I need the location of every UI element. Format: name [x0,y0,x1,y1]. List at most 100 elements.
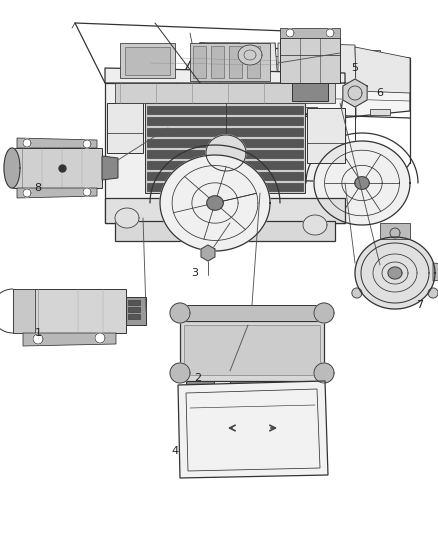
Polygon shape [83,140,91,148]
Polygon shape [180,305,324,321]
Polygon shape [352,288,362,298]
Polygon shape [230,381,258,401]
Polygon shape [4,148,20,188]
Text: 3: 3 [191,268,198,278]
Bar [190,384,195,399]
Bar [193,46,206,78]
Polygon shape [390,228,400,238]
Bar [190,43,270,81]
Bar [147,117,303,125]
Polygon shape [303,215,327,235]
Bar [247,46,260,78]
Bar [128,300,140,305]
Bar [105,198,345,223]
Polygon shape [102,156,118,180]
Bar [295,107,317,113]
Polygon shape [428,288,438,298]
Bar [147,139,303,147]
Bar [128,307,140,312]
Bar [204,384,209,399]
Text: 4: 4 [171,446,179,456]
Bar [285,43,330,78]
Polygon shape [178,381,328,478]
Polygon shape [180,321,324,381]
Bar [115,83,335,103]
Polygon shape [105,68,345,83]
Polygon shape [83,188,91,196]
Bar [120,43,175,78]
Polygon shape [23,189,31,197]
Text: 6: 6 [377,88,384,98]
Bar [248,384,253,399]
Polygon shape [355,47,410,93]
Bar [285,50,380,78]
Bar [147,106,303,114]
Polygon shape [95,333,105,343]
Polygon shape [343,79,367,107]
Text: 7: 7 [417,300,424,310]
Bar [290,47,325,75]
Polygon shape [388,267,402,279]
Polygon shape [186,381,214,401]
Polygon shape [326,29,334,37]
Polygon shape [348,86,362,100]
Polygon shape [23,333,116,346]
Bar [278,384,283,399]
Bar [285,384,290,399]
Polygon shape [170,363,190,383]
Polygon shape [278,43,356,83]
Bar [229,46,242,78]
Polygon shape [286,29,294,37]
Polygon shape [33,334,43,344]
Bar [128,314,140,319]
Polygon shape [355,237,435,309]
Polygon shape [314,141,410,225]
Bar [147,161,303,169]
Polygon shape [292,83,328,101]
Bar [211,46,224,78]
Text: 5: 5 [352,63,358,73]
Polygon shape [168,43,410,118]
Polygon shape [126,297,146,325]
Bar [125,47,170,75]
Polygon shape [202,85,218,93]
Text: 1: 1 [35,328,42,338]
Polygon shape [314,363,334,383]
Polygon shape [12,148,102,188]
Text: 8: 8 [35,183,42,193]
Bar [107,103,143,153]
Polygon shape [210,43,278,83]
Bar [105,83,345,223]
Polygon shape [355,177,369,189]
Polygon shape [23,139,31,147]
Bar [145,103,305,193]
Polygon shape [115,208,139,228]
Bar [197,384,202,399]
Polygon shape [201,245,215,261]
Bar [241,384,246,399]
Polygon shape [280,28,340,38]
Polygon shape [13,289,126,333]
Polygon shape [17,138,97,148]
Text: 2: 2 [194,373,201,383]
Bar [147,128,303,136]
Polygon shape [238,45,262,65]
Bar [307,108,345,163]
Bar [13,289,35,333]
Polygon shape [168,43,240,103]
Polygon shape [274,381,302,401]
Bar [370,109,390,115]
Bar [147,172,303,180]
Bar [184,325,320,375]
Bar [115,221,335,241]
Polygon shape [280,38,340,83]
Polygon shape [170,303,190,323]
Polygon shape [17,188,97,198]
Bar [234,384,239,399]
Bar [147,150,303,158]
Polygon shape [314,303,334,323]
Polygon shape [160,155,270,251]
Polygon shape [206,135,246,171]
Polygon shape [433,263,438,281]
Polygon shape [207,196,223,210]
